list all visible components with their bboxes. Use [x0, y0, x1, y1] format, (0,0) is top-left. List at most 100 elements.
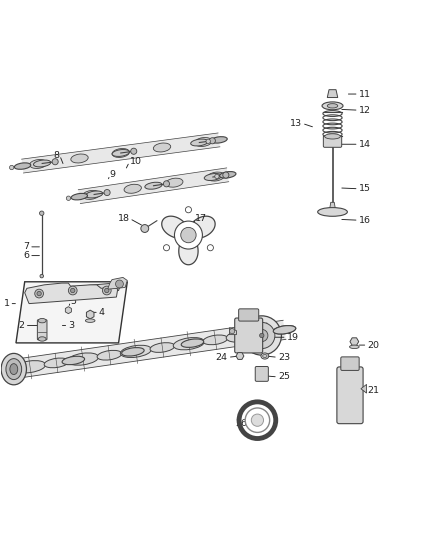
Ellipse shape: [204, 174, 222, 181]
Ellipse shape: [1, 353, 26, 385]
Ellipse shape: [273, 326, 296, 334]
Polygon shape: [327, 90, 338, 98]
Text: 9: 9: [110, 171, 116, 179]
Text: 8: 8: [53, 151, 60, 160]
Ellipse shape: [38, 337, 46, 341]
Circle shape: [116, 280, 124, 288]
Ellipse shape: [173, 337, 205, 350]
Circle shape: [163, 181, 170, 187]
Circle shape: [37, 292, 41, 296]
Ellipse shape: [71, 193, 88, 200]
Text: 22: 22: [237, 321, 249, 330]
Polygon shape: [16, 282, 127, 343]
Text: 7: 7: [23, 243, 29, 252]
Ellipse shape: [3, 365, 25, 373]
Text: 20: 20: [367, 341, 379, 350]
Text: 13: 13: [290, 119, 302, 128]
Circle shape: [39, 211, 44, 215]
FancyBboxPatch shape: [341, 357, 359, 370]
Circle shape: [131, 148, 137, 155]
Text: 2: 2: [19, 321, 25, 330]
Circle shape: [223, 172, 229, 178]
Ellipse shape: [14, 361, 46, 373]
Polygon shape: [236, 353, 244, 359]
Ellipse shape: [194, 138, 212, 147]
Circle shape: [209, 138, 215, 144]
Ellipse shape: [261, 353, 269, 359]
Circle shape: [260, 333, 264, 338]
Ellipse shape: [327, 103, 338, 108]
Circle shape: [207, 245, 213, 251]
Text: 14: 14: [359, 140, 371, 149]
Ellipse shape: [256, 327, 281, 337]
Circle shape: [206, 139, 210, 143]
Circle shape: [10, 165, 14, 169]
Text: 3: 3: [68, 321, 74, 330]
Circle shape: [35, 289, 43, 298]
Circle shape: [245, 408, 270, 432]
Ellipse shape: [273, 326, 296, 334]
FancyBboxPatch shape: [323, 136, 342, 147]
Ellipse shape: [82, 190, 100, 199]
Ellipse shape: [112, 149, 130, 157]
Circle shape: [181, 228, 196, 243]
Ellipse shape: [85, 319, 95, 322]
Text: 10: 10: [130, 157, 141, 166]
Text: 11: 11: [359, 90, 371, 99]
Ellipse shape: [67, 353, 99, 365]
Circle shape: [104, 190, 110, 196]
Text: 26: 26: [235, 419, 247, 428]
Ellipse shape: [153, 143, 171, 152]
Circle shape: [163, 245, 170, 251]
Circle shape: [251, 414, 264, 426]
Ellipse shape: [219, 172, 236, 178]
Text: 25: 25: [278, 373, 290, 382]
Text: 17: 17: [195, 214, 207, 223]
Text: 12: 12: [359, 106, 371, 115]
Text: 16: 16: [359, 216, 371, 225]
Text: 1: 1: [4, 299, 10, 308]
Polygon shape: [38, 283, 121, 297]
Polygon shape: [361, 384, 367, 393]
Text: 24: 24: [216, 353, 228, 362]
Text: 21: 21: [367, 386, 379, 395]
Circle shape: [68, 286, 77, 295]
Ellipse shape: [181, 339, 204, 348]
Text: 6: 6: [23, 251, 29, 260]
Ellipse shape: [122, 348, 144, 356]
Ellipse shape: [85, 191, 103, 198]
Text: 4: 4: [99, 308, 105, 317]
FancyBboxPatch shape: [235, 318, 263, 353]
Polygon shape: [86, 310, 94, 319]
Ellipse shape: [112, 150, 129, 156]
Circle shape: [141, 224, 149, 232]
Ellipse shape: [211, 136, 227, 143]
Polygon shape: [65, 306, 71, 313]
Ellipse shape: [203, 335, 228, 345]
Ellipse shape: [97, 350, 122, 360]
Circle shape: [185, 207, 191, 213]
Ellipse shape: [263, 354, 267, 358]
Ellipse shape: [124, 184, 141, 193]
Ellipse shape: [38, 318, 46, 323]
Ellipse shape: [226, 330, 258, 342]
FancyBboxPatch shape: [255, 367, 268, 381]
Polygon shape: [25, 283, 118, 304]
Circle shape: [249, 322, 275, 349]
Ellipse shape: [150, 343, 175, 352]
Ellipse shape: [14, 163, 31, 169]
Text: 5: 5: [71, 297, 77, 306]
Polygon shape: [12, 320, 286, 378]
Ellipse shape: [191, 139, 208, 146]
Circle shape: [105, 288, 109, 293]
Polygon shape: [330, 203, 335, 207]
Text: 19: 19: [287, 333, 299, 342]
Ellipse shape: [33, 160, 51, 167]
Circle shape: [40, 274, 43, 278]
Polygon shape: [21, 133, 220, 173]
Ellipse shape: [145, 182, 162, 189]
Ellipse shape: [62, 356, 85, 365]
Ellipse shape: [207, 172, 225, 181]
Ellipse shape: [325, 134, 340, 139]
Text: 18: 18: [117, 214, 130, 223]
